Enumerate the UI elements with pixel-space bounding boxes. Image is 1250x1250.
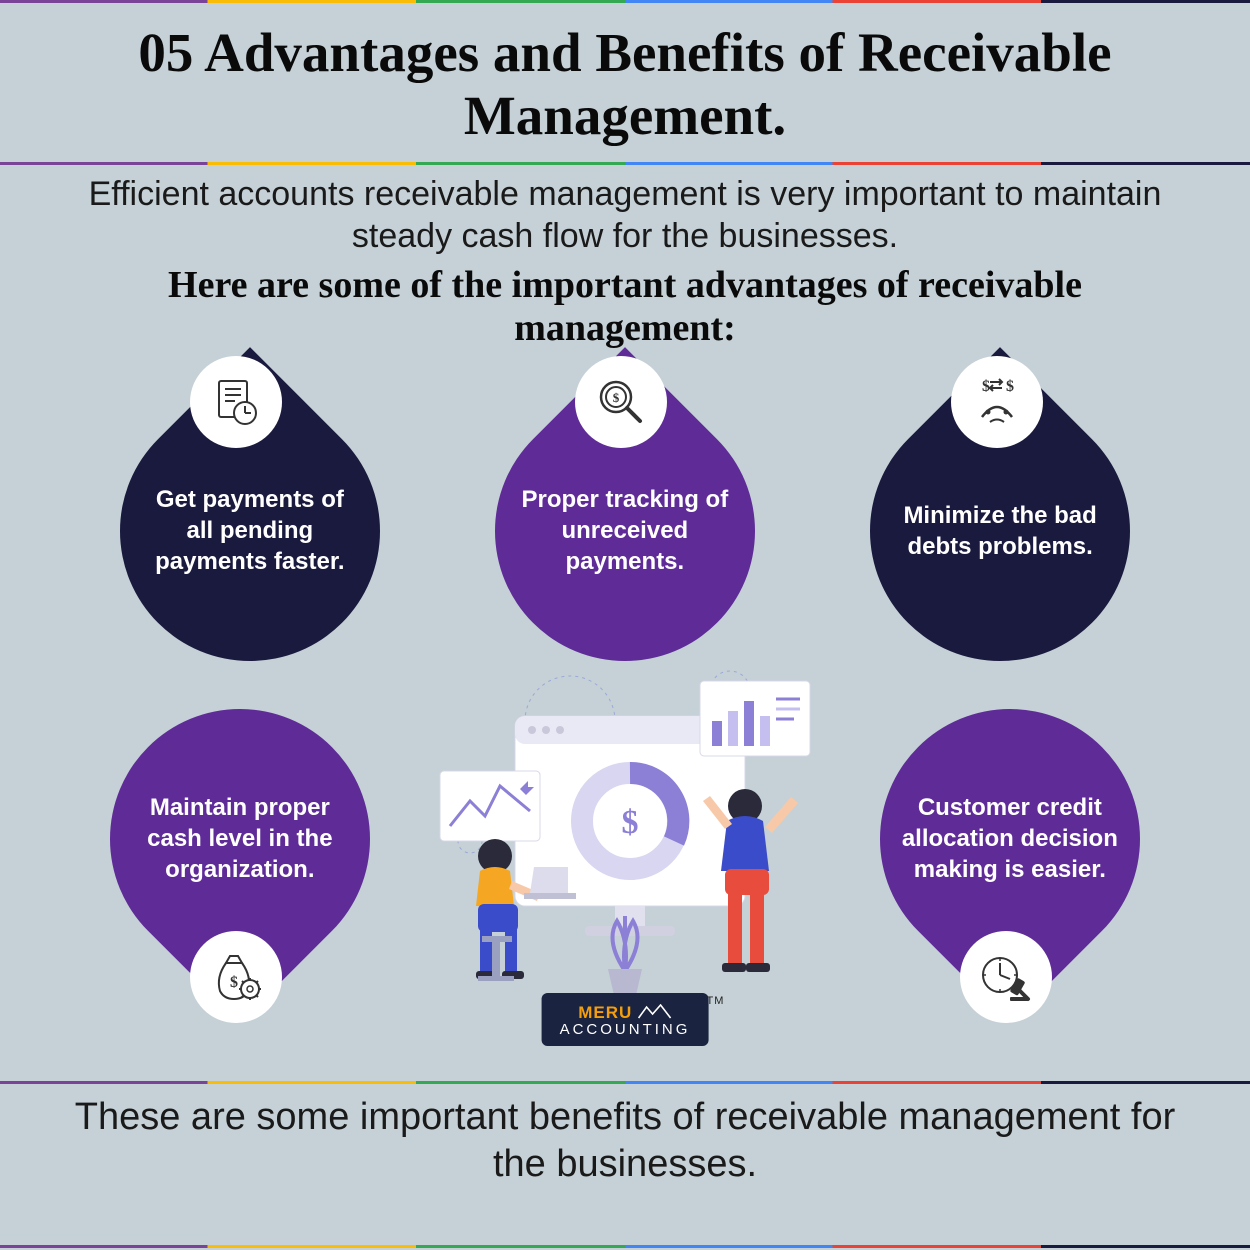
- drop-3-text: Minimize the bad debts problems.: [870, 500, 1130, 562]
- drop-5-text: Customer credit allocation decision maki…: [880, 792, 1140, 886]
- center-illustration: $: [420, 661, 830, 1001]
- drop-1-text: Get payments of all pending payments fas…: [120, 484, 380, 578]
- dollar-magnifier-icon: $: [575, 356, 667, 448]
- footer-text: These are some important benefits of rec…: [0, 1084, 1250, 1199]
- logo-line1: MERU: [578, 1003, 632, 1022]
- drop-2-text: Proper tracking of unreceived payments.: [495, 484, 755, 578]
- meru-accounting-logo: TM MERU ACCOUNTING: [542, 993, 709, 1046]
- svg-text:$: $: [622, 804, 639, 841]
- clock-gavel-icon: [960, 931, 1052, 1023]
- logo-line2: ACCOUNTING: [560, 1021, 691, 1038]
- logo-tm: TM: [707, 995, 725, 1007]
- bottom-rainbow-divider: [0, 1245, 1250, 1248]
- document-clock-icon: [190, 356, 282, 448]
- intro-text: Efficient accounts receivable management…: [0, 165, 1250, 262]
- svg-text:$: $: [982, 378, 990, 395]
- drop-4-text: Maintain proper cash level in the organi…: [110, 792, 370, 886]
- dollar-exchange-sad-icon: $$: [951, 356, 1043, 448]
- page-title: 05 Advantages and Benefits of Receivable…: [0, 3, 1250, 162]
- money-bag-gear-icon: $: [190, 931, 282, 1023]
- svg-text:$: $: [230, 974, 238, 991]
- svg-text:$: $: [613, 390, 620, 405]
- infographic-canvas: $: [0, 361, 1250, 1081]
- subheading: Here are some of the important advantage…: [0, 262, 1250, 361]
- svg-text:$: $: [1006, 378, 1014, 395]
